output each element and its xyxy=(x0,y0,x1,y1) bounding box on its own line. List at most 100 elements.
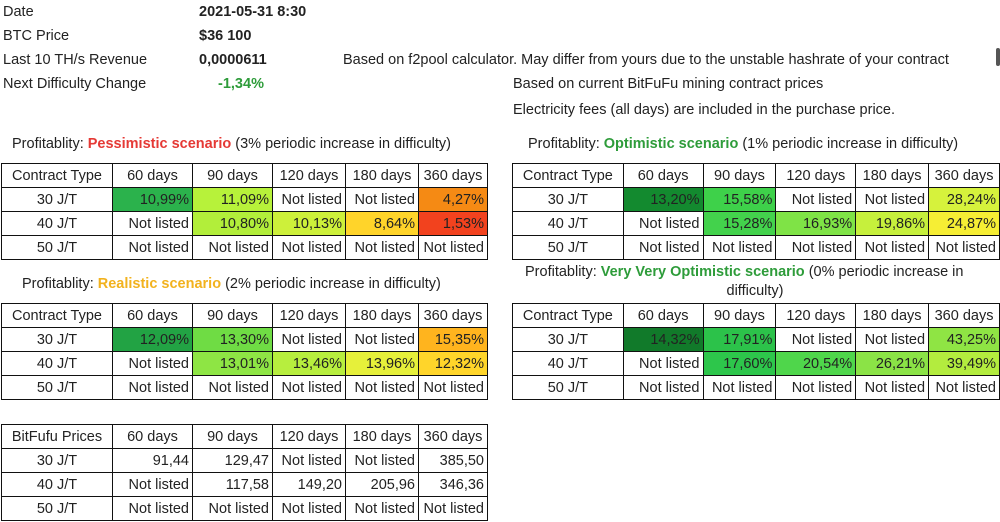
table-cell[interactable]: 19,86% xyxy=(855,211,930,236)
table-cell[interactable]: 43,25% xyxy=(928,327,1000,352)
table-cell[interactable]: 8,64% xyxy=(345,211,419,236)
table-cell[interactable]: Not listed xyxy=(112,235,193,260)
table-cell[interactable]: 17,60% xyxy=(702,351,777,376)
table-cell[interactable]: Not listed xyxy=(192,235,273,260)
row-header[interactable]: 40 J/T xyxy=(512,211,624,236)
column-header[interactable]: 90 days xyxy=(192,163,273,188)
table-cell[interactable]: Not listed xyxy=(928,375,1000,400)
table-cell[interactable]: Not listed xyxy=(112,351,193,376)
table-cell[interactable]: 117,58 xyxy=(192,472,273,497)
table-cell[interactable]: Not listed xyxy=(112,375,193,400)
table-cell[interactable]: 13,01% xyxy=(192,351,273,376)
table-cell[interactable]: Not listed xyxy=(702,375,777,400)
table-cell[interactable]: 205,96 xyxy=(345,472,419,497)
table-cell[interactable]: 385,50 xyxy=(418,448,488,473)
revenue-value[interactable]: 0,0000611 xyxy=(199,52,267,68)
column-header[interactable]: 180 days xyxy=(345,163,419,188)
row-header[interactable]: 30 J/T xyxy=(512,187,624,212)
column-header[interactable]: 60 days xyxy=(112,163,193,188)
table-cell[interactable]: 15,28% xyxy=(702,211,777,236)
table-cell[interactable]: Not listed xyxy=(855,327,930,352)
column-header[interactable]: 120 days xyxy=(775,303,857,328)
table-cell[interactable]: 15,58% xyxy=(702,187,777,212)
table-cell[interactable]: Not listed xyxy=(775,235,857,260)
scrollbar-thumb[interactable] xyxy=(996,48,1000,66)
table-cell[interactable]: 20,54% xyxy=(775,351,857,376)
row-header[interactable]: 40 J/T xyxy=(1,351,113,376)
prices-note[interactable]: Based on current BitFuFu mining contract… xyxy=(513,76,824,92)
row-header[interactable]: 50 J/T xyxy=(512,375,624,400)
table-cell[interactable]: 17,91% xyxy=(702,327,777,352)
difficulty-value[interactable]: -1,34% xyxy=(218,76,264,92)
btc-price-label[interactable]: BTC Price xyxy=(3,28,70,44)
table-cell[interactable]: 13,46% xyxy=(272,351,346,376)
table-cell[interactable]: 4,27% xyxy=(418,187,488,212)
table-corner-header[interactable]: BitFufu Prices xyxy=(1,424,113,449)
row-header[interactable]: 40 J/T xyxy=(1,472,113,497)
table-corner-header[interactable]: Contract Type xyxy=(512,303,624,328)
row-header[interactable]: 50 J/T xyxy=(1,496,113,521)
row-header[interactable]: 50 J/T xyxy=(1,235,113,260)
date-label[interactable]: Date xyxy=(3,4,34,20)
column-header[interactable]: 120 days xyxy=(272,424,346,449)
table-cell[interactable]: Not listed xyxy=(418,496,488,521)
table-cell[interactable]: 12,09% xyxy=(112,327,193,352)
table-cell[interactable]: 28,24% xyxy=(928,187,1000,212)
table-cell[interactable]: 14,32% xyxy=(622,327,704,352)
column-header[interactable]: 120 days xyxy=(272,163,346,188)
row-header[interactable]: 40 J/T xyxy=(512,351,624,376)
table-corner-header[interactable]: Contract Type xyxy=(1,303,113,328)
table-cell[interactable]: Not listed xyxy=(855,187,930,212)
column-header[interactable]: 60 days xyxy=(622,303,704,328)
realistic-title[interactable]: Profitablity: Realistic scenario (2% per… xyxy=(22,272,441,296)
column-header[interactable]: 90 days xyxy=(702,303,777,328)
table-cell[interactable]: Not listed xyxy=(272,448,346,473)
row-header[interactable]: 30 J/T xyxy=(512,327,624,352)
very-optimistic-title[interactable]: Profitablity: Very Very Optimistic scena… xyxy=(525,263,985,303)
table-cell[interactable]: Not listed xyxy=(272,496,346,521)
row-header[interactable]: 50 J/T xyxy=(1,375,113,400)
table-cell[interactable]: Not listed xyxy=(112,472,193,497)
table-cell[interactable]: 10,13% xyxy=(272,211,346,236)
table-cell[interactable]: Not listed xyxy=(272,187,346,212)
table-corner-header[interactable]: Contract Type xyxy=(1,163,113,188)
table-cell[interactable]: 149,20 xyxy=(272,472,346,497)
table-cell[interactable]: Not listed xyxy=(345,187,419,212)
table-cell[interactable]: Not listed xyxy=(775,375,857,400)
column-header[interactable]: 360 days xyxy=(928,303,1000,328)
row-header[interactable]: 30 J/T xyxy=(1,187,113,212)
column-header[interactable]: 90 days xyxy=(192,303,273,328)
table-cell[interactable]: Not listed xyxy=(775,327,857,352)
table-cell[interactable]: 346,36 xyxy=(418,472,488,497)
column-header[interactable]: 360 days xyxy=(418,303,488,328)
column-header[interactable]: 180 days xyxy=(345,424,419,449)
table-cell[interactable]: Not listed xyxy=(775,187,857,212)
column-header[interactable]: 360 days xyxy=(418,163,488,188)
table-cell[interactable]: Not listed xyxy=(192,496,273,521)
table-cell[interactable]: Not listed xyxy=(345,375,419,400)
date-value[interactable]: 2021-05-31 8:30 xyxy=(199,4,307,20)
column-header[interactable]: 360 days xyxy=(418,424,488,449)
pessimistic-title[interactable]: Profitablity: Pessimistic scenario (3% p… xyxy=(12,132,451,156)
table-cell[interactable]: Not listed xyxy=(702,235,777,260)
table-cell[interactable]: Not listed xyxy=(345,235,419,260)
column-header[interactable]: 180 days xyxy=(345,303,419,328)
table-cell[interactable]: 10,80% xyxy=(192,211,273,236)
table-cell[interactable]: 13,20% xyxy=(622,187,704,212)
table-cell[interactable]: Not listed xyxy=(272,235,346,260)
table-cell[interactable]: Not listed xyxy=(272,327,346,352)
table-cell[interactable]: Not listed xyxy=(345,448,419,473)
table-cell[interactable]: Not listed xyxy=(418,235,488,260)
table-cell[interactable]: 15,35% xyxy=(418,327,488,352)
table-cell[interactable]: Not listed xyxy=(622,211,704,236)
table-cell[interactable]: Not listed xyxy=(272,375,346,400)
table-cell[interactable]: Not listed xyxy=(345,496,419,521)
table-cell[interactable]: Not listed xyxy=(928,235,1000,260)
revenue-label[interactable]: Last 10 TH/s Revenue xyxy=(3,52,148,68)
table-cell[interactable]: 13,30% xyxy=(192,327,273,352)
fees-note[interactable]: Electricity fees (all days) are included… xyxy=(513,102,896,118)
table-cell[interactable]: 16,93% xyxy=(775,211,857,236)
column-header[interactable]: 180 days xyxy=(855,303,930,328)
column-header[interactable]: 360 days xyxy=(928,163,1000,188)
